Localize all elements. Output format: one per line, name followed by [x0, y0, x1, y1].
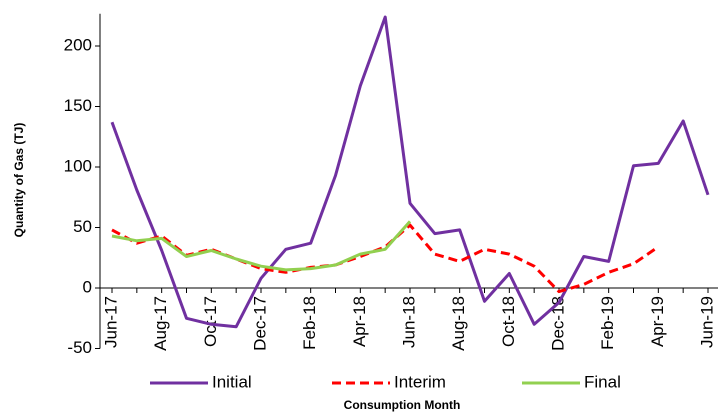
- x-tick-label: Dec-18: [548, 296, 567, 351]
- legend-label: Final: [584, 372, 621, 391]
- legend-label: Interim: [394, 372, 446, 391]
- x-tick-label: Feb-19: [598, 296, 617, 350]
- x-tick-label: Jun-18: [399, 296, 418, 348]
- y-tick-label: 0: [83, 277, 92, 296]
- y-tick-label: 50: [73, 217, 92, 236]
- x-tick-label: Oct-18: [499, 296, 518, 347]
- y-tick-label: -50: [67, 338, 92, 357]
- y-tick-label: 100: [64, 156, 92, 175]
- series-line: [111, 223, 660, 294]
- x-tick-label: Jun-17: [101, 296, 120, 348]
- x-tick-label: Dec-17: [250, 296, 269, 351]
- x-tick-label: Feb-18: [300, 296, 319, 350]
- y-tick-label: 200: [64, 35, 92, 54]
- y-tick-label: 150: [64, 96, 92, 115]
- x-tick-label: Apr-18: [350, 296, 369, 347]
- x-tick-label: Aug-18: [449, 296, 468, 351]
- series-line: [110, 15, 710, 329]
- x-tick-label: Jun-19: [697, 296, 716, 348]
- y-axis-title: Quantity of Gas (TJ): [12, 123, 26, 238]
- legend-label: Initial: [212, 372, 252, 391]
- x-tick-label: Apr-19: [648, 296, 667, 347]
- series-line: [111, 220, 412, 272]
- x-axis-title: Consumption Month: [344, 398, 461, 412]
- x-tick-label: Oct-17: [201, 296, 220, 347]
- x-tick-label: Aug-17: [151, 296, 170, 351]
